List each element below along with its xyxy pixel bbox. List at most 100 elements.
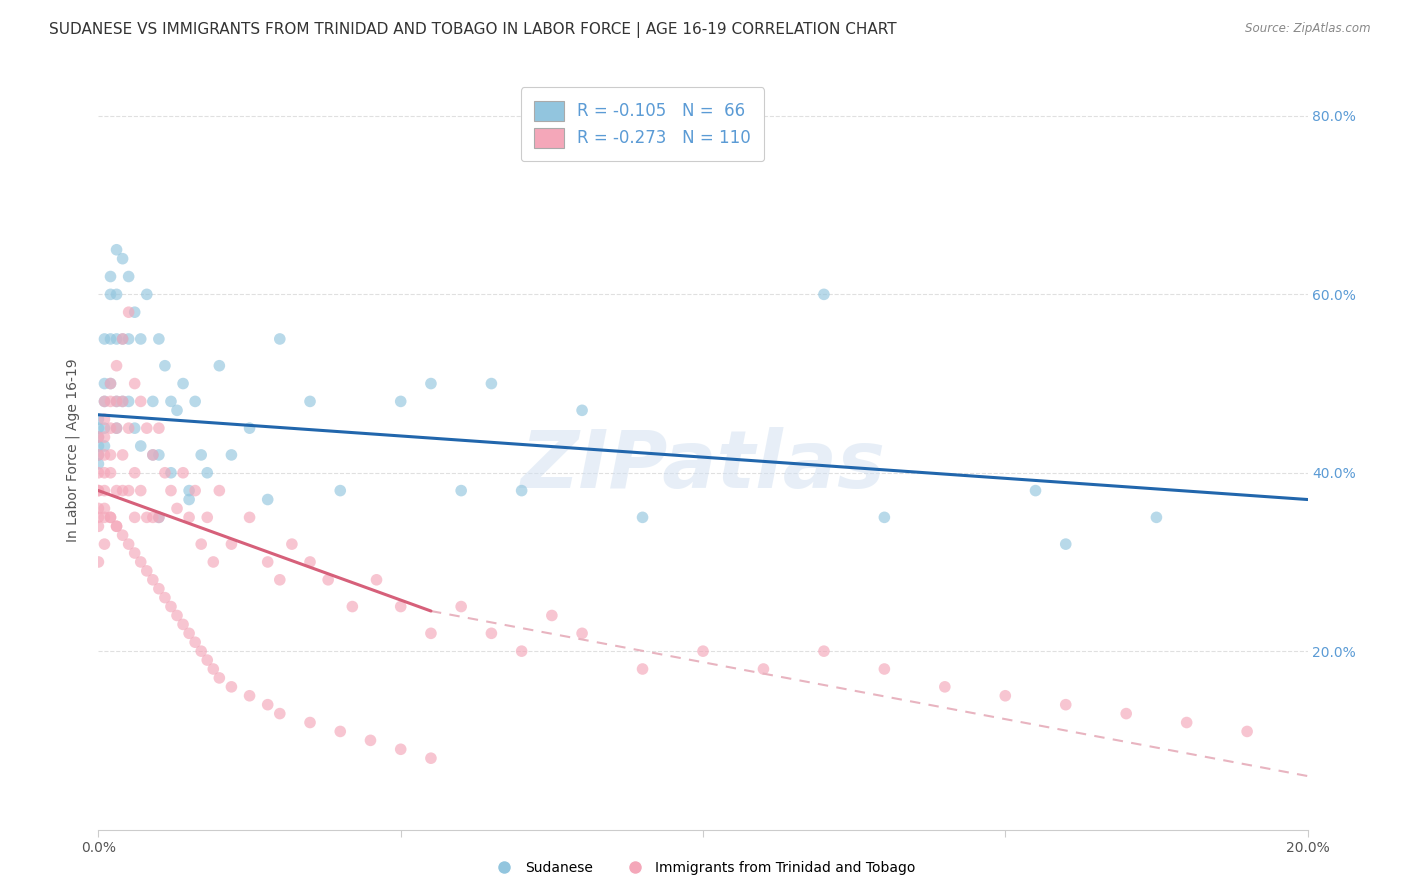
Immigrants from Trinidad and Tobago (148, 510, 170, 524)
Sudanese (118, 332, 141, 346)
Immigrants from Trinidad and Tobago (87, 466, 110, 480)
Sudanese (148, 448, 170, 462)
Immigrants from Trinidad and Tobago (281, 537, 304, 551)
Immigrants from Trinidad and Tobago (93, 501, 115, 516)
Immigrants from Trinidad and Tobago (540, 608, 562, 623)
Sudanese (87, 430, 110, 444)
Immigrants from Trinidad and Tobago (100, 394, 122, 409)
Immigrants from Trinidad and Tobago (510, 644, 533, 658)
Immigrants from Trinidad and Tobago (124, 466, 146, 480)
Immigrants from Trinidad and Tobago (135, 510, 157, 524)
Immigrants from Trinidad and Tobago (172, 617, 194, 632)
Sudanese (195, 466, 218, 480)
Sudanese (118, 394, 141, 409)
Immigrants from Trinidad and Tobago (481, 626, 503, 640)
Immigrants from Trinidad and Tobago (316, 573, 339, 587)
Immigrants from Trinidad and Tobago (873, 662, 896, 676)
Sudanese (179, 483, 201, 498)
Immigrants from Trinidad and Tobago (239, 689, 262, 703)
Immigrants from Trinidad and Tobago (111, 394, 134, 409)
Sudanese (1054, 537, 1077, 551)
Immigrants from Trinidad and Tobago (100, 510, 122, 524)
Immigrants from Trinidad and Tobago (87, 519, 110, 533)
Sudanese (87, 421, 110, 435)
Immigrants from Trinidad and Tobago (87, 448, 110, 462)
Immigrants from Trinidad and Tobago (269, 706, 291, 721)
Immigrants from Trinidad and Tobago (221, 680, 243, 694)
Immigrants from Trinidad and Tobago (129, 483, 152, 498)
Sudanese (420, 376, 443, 391)
Immigrants from Trinidad and Tobago (135, 564, 157, 578)
Immigrants from Trinidad and Tobago (329, 724, 352, 739)
Immigrants from Trinidad and Tobago (389, 599, 412, 614)
Immigrants from Trinidad and Tobago (934, 680, 956, 694)
Sudanese (100, 376, 122, 391)
Sudanese (160, 466, 183, 480)
Immigrants from Trinidad and Tobago (450, 599, 472, 614)
Immigrants from Trinidad and Tobago (87, 483, 110, 498)
Immigrants from Trinidad and Tobago (342, 599, 364, 614)
Sudanese (100, 287, 122, 301)
Immigrants from Trinidad and Tobago (124, 376, 146, 391)
Sudanese (160, 394, 183, 409)
Sudanese (873, 510, 896, 524)
Sudanese (1144, 510, 1167, 524)
Immigrants from Trinidad and Tobago (118, 537, 141, 551)
Sudanese (631, 510, 654, 524)
Sudanese (142, 448, 165, 462)
Sudanese (299, 394, 322, 409)
Immigrants from Trinidad and Tobago (142, 510, 165, 524)
Sudanese (389, 394, 412, 409)
Immigrants from Trinidad and Tobago (1054, 698, 1077, 712)
Sudanese (172, 376, 194, 391)
Immigrants from Trinidad and Tobago (142, 448, 165, 462)
Y-axis label: In Labor Force | Age 16-19: In Labor Force | Age 16-19 (65, 359, 80, 542)
Sudanese (450, 483, 472, 498)
Sudanese (129, 439, 152, 453)
Immigrants from Trinidad and Tobago (1115, 706, 1137, 721)
Immigrants from Trinidad and Tobago (420, 626, 443, 640)
Immigrants from Trinidad and Tobago (190, 644, 212, 658)
Immigrants from Trinidad and Tobago (752, 662, 775, 676)
Immigrants from Trinidad and Tobago (111, 528, 134, 542)
Immigrants from Trinidad and Tobago (299, 715, 322, 730)
Immigrants from Trinidad and Tobago (93, 466, 115, 480)
Sudanese (148, 510, 170, 524)
Sudanese (153, 359, 176, 373)
Sudanese (93, 421, 115, 435)
Immigrants from Trinidad and Tobago (148, 421, 170, 435)
Immigrants from Trinidad and Tobago (571, 626, 593, 640)
Sudanese (105, 287, 128, 301)
Immigrants from Trinidad and Tobago (93, 430, 115, 444)
Immigrants from Trinidad and Tobago (129, 394, 152, 409)
Sudanese (1024, 483, 1046, 498)
Sudanese (87, 439, 110, 453)
Sudanese (135, 287, 157, 301)
Immigrants from Trinidad and Tobago (239, 510, 262, 524)
Immigrants from Trinidad and Tobago (93, 412, 115, 426)
Immigrants from Trinidad and Tobago (195, 510, 218, 524)
Sudanese (124, 421, 146, 435)
Sudanese (111, 394, 134, 409)
Immigrants from Trinidad and Tobago (153, 466, 176, 480)
Sudanese (124, 305, 146, 319)
Immigrants from Trinidad and Tobago (148, 582, 170, 596)
Immigrants from Trinidad and Tobago (208, 671, 231, 685)
Immigrants from Trinidad and Tobago (1236, 724, 1258, 739)
Immigrants from Trinidad and Tobago (93, 483, 115, 498)
Immigrants from Trinidad and Tobago (124, 510, 146, 524)
Immigrants from Trinidad and Tobago (105, 483, 128, 498)
Immigrants from Trinidad and Tobago (93, 448, 115, 462)
Immigrants from Trinidad and Tobago (202, 662, 225, 676)
Immigrants from Trinidad and Tobago (111, 332, 134, 346)
Text: ZIPatlas: ZIPatlas (520, 426, 886, 505)
Sudanese (93, 332, 115, 346)
Immigrants from Trinidad and Tobago (105, 519, 128, 533)
Immigrants from Trinidad and Tobago (208, 483, 231, 498)
Immigrants from Trinidad and Tobago (100, 448, 122, 462)
Immigrants from Trinidad and Tobago (93, 394, 115, 409)
Immigrants from Trinidad and Tobago (100, 376, 122, 391)
Immigrants from Trinidad and Tobago (118, 305, 141, 319)
Immigrants from Trinidad and Tobago (160, 483, 183, 498)
Sudanese (100, 269, 122, 284)
